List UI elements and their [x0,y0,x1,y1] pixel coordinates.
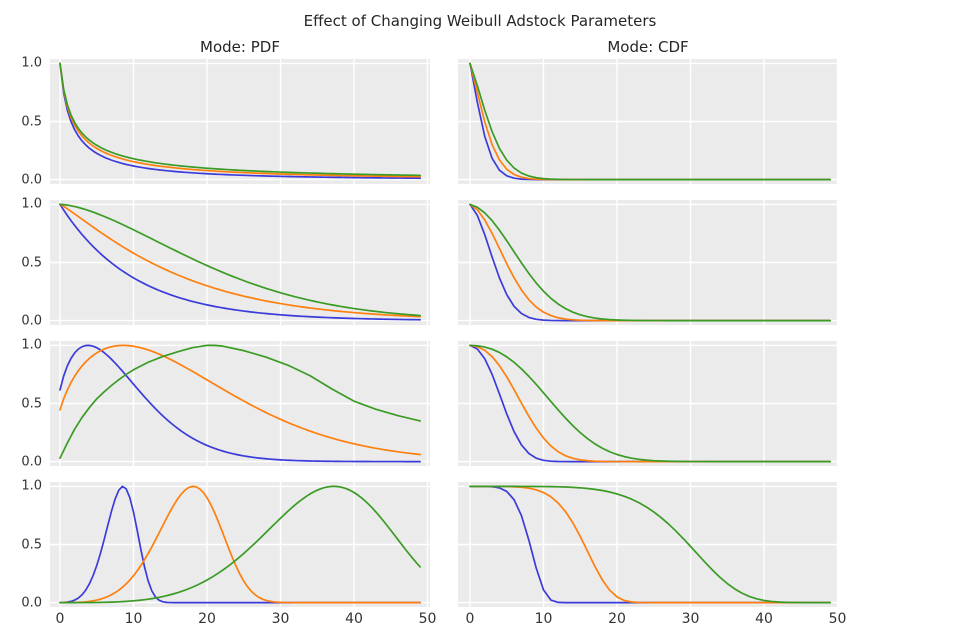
plot-canvas [50,482,430,607]
y-axis-labels-row4: 1.0 0.5 0.0 [0,478,42,611]
plot-canvas [458,482,838,607]
series-line-green [469,344,831,463]
plot-canvas [458,59,838,184]
x-axis-labels-cdf: 0 10 20 30 40 50 [458,611,848,631]
x-tick-label: 50 [828,611,847,627]
x-tick-label: 20 [608,611,626,627]
y-axis-labels-row1: 1.0 0.5 0.0 [0,55,42,188]
series-line-orange [469,485,831,604]
x-tick-label: 30 [271,611,290,627]
x-tick-label: 0 [55,611,65,627]
y-tick-label: 0.0 [21,595,42,611]
plot-canvas [50,59,430,184]
x-tick-label: 40 [345,611,363,627]
plot-canvas [50,341,430,466]
y-tick-label: 0.5 [21,114,42,129]
series-line-orange [59,203,421,318]
series-line-green [469,485,831,604]
y-tick-label: 0.5 [21,396,42,411]
y-tick-label: 0.5 [21,537,42,552]
series-line-green [469,203,831,322]
subplot-pdf-row1 [50,59,430,184]
plot-canvas [458,200,838,325]
column-title-cdf: Mode: CDF [607,38,689,56]
series-line-green [469,62,831,181]
subplot-pdf-row2 [50,200,430,325]
x-tick-label: 0 [465,611,475,627]
plot-canvas [458,341,838,466]
x-tick-label: 10 [124,611,143,627]
y-tick-label: 0.0 [21,313,42,329]
x-tick-label: 30 [681,611,700,627]
y-tick-label: 0.0 [21,172,42,188]
y-axis-labels-row2: 1.0 0.5 0.0 [0,196,42,329]
figure-title: Effect of Changing Weibull Adstock Param… [303,12,657,30]
y-tick-label: 1.0 [21,337,42,353]
column-title-pdf: Mode: PDF [200,38,280,56]
series-line-blue [59,344,421,463]
series-line-blue [59,203,421,321]
x-axis-labels-pdf: 0 10 20 30 40 50 [50,611,440,631]
y-tick-label: 0.0 [21,454,42,470]
series-line-orange [59,485,421,604]
series-line-orange [59,344,421,456]
y-tick-label: 1.0 [21,55,42,71]
subplot-pdf-row4 [50,482,430,607]
x-tick-label: 10 [534,611,553,627]
x-tick-label: 20 [198,611,216,627]
subplot-pdf-row3 [50,341,430,466]
subplot-cdf-row1 [458,59,838,184]
series-line-green [59,203,421,317]
series-line-green [59,344,421,459]
subplot-cdf-row2 [458,200,838,325]
subplot-cdf-row4 [458,482,838,607]
series-line-green [59,485,421,604]
x-tick-label: 40 [755,611,773,627]
x-tick-label: 50 [418,611,437,627]
series-line-blue [59,62,421,180]
y-tick-label: 1.0 [21,478,42,494]
series-line-green [59,62,421,177]
subplot-cdf-row3 [458,341,838,466]
y-tick-label: 1.0 [21,196,42,212]
y-axis-labels-row3: 1.0 0.5 0.0 [0,337,42,470]
plot-canvas [50,200,430,325]
series-line-orange [59,62,421,178]
y-tick-label: 0.5 [21,255,42,270]
